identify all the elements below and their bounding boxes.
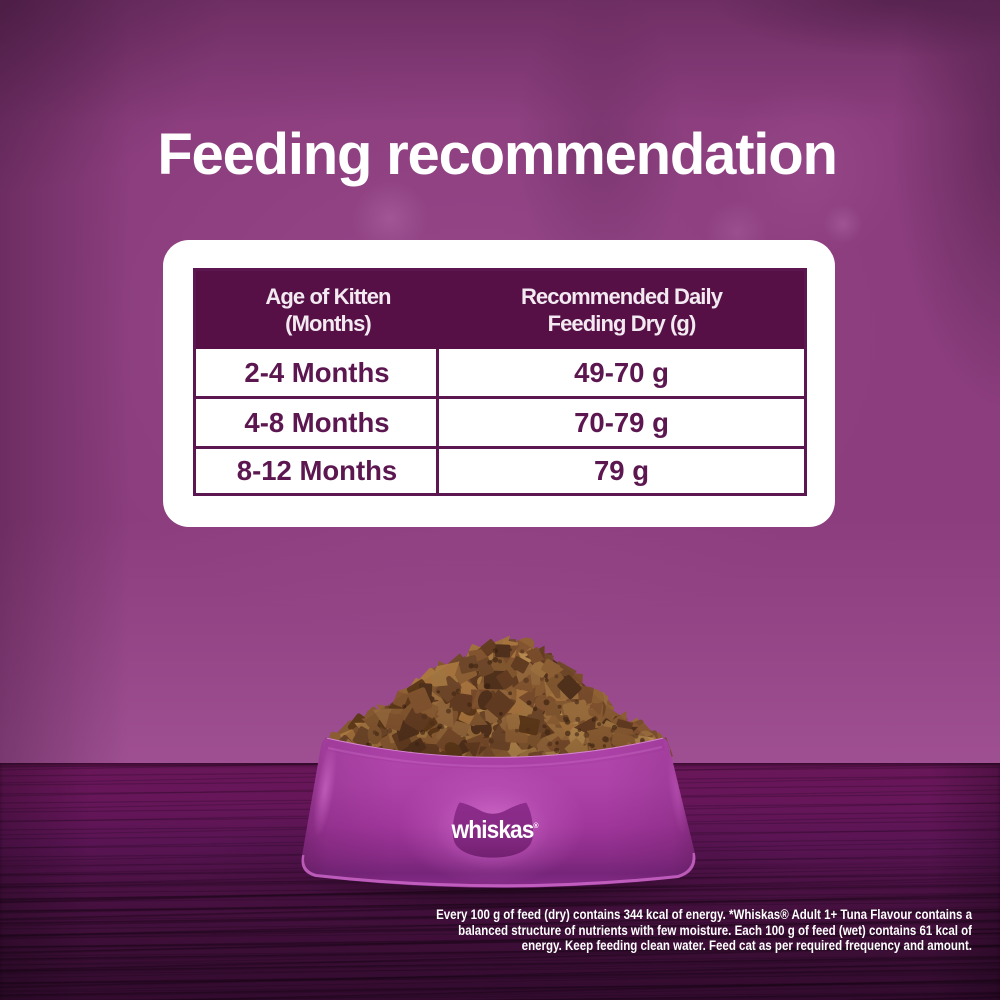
svg-text:®: ® (533, 822, 539, 830)
svg-text:whiskas: whiskas (451, 816, 534, 844)
